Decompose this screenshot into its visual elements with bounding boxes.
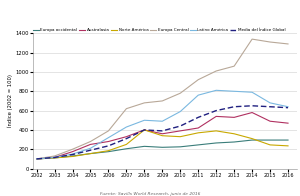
Y-axis label: Índice (2002 = 100): Índice (2002 = 100) (7, 74, 13, 127)
Legend: Europa occidental, Australasia, Norte América, Europa Central, Latino América, M: Europa occidental, Australasia, Norte Am… (33, 28, 285, 32)
Text: Fuente: Savills World Research, junio de 2016: Fuente: Savills World Research, junio de… (100, 192, 200, 196)
